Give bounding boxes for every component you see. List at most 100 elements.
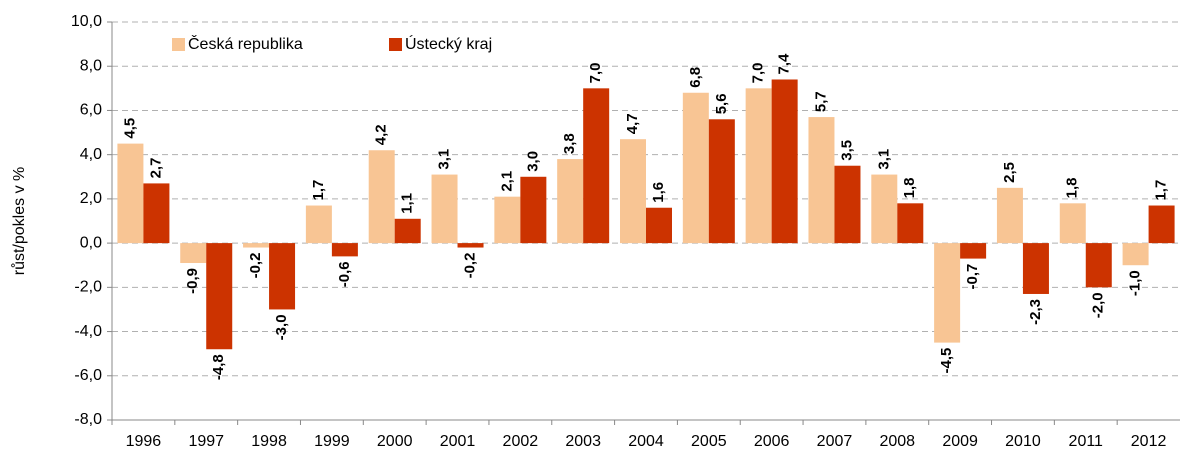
bar	[143, 183, 170, 244]
legend-label: Česká republika	[188, 34, 303, 53]
y-tick-label: 8,0	[80, 57, 102, 74]
x-tick-label: 1996	[126, 433, 162, 450]
bar	[368, 150, 395, 244]
y-tick-label: 10,0	[71, 13, 102, 30]
bar	[1122, 243, 1149, 266]
bar	[934, 243, 961, 343]
bar	[457, 243, 484, 248]
value-label: -3,0	[273, 314, 290, 340]
bar	[1059, 203, 1086, 244]
bar	[771, 79, 798, 244]
value-label: 1,7	[310, 180, 327, 201]
x-tick-label: 1998	[251, 433, 287, 450]
bar	[180, 243, 207, 264]
value-label: -0,7	[964, 264, 981, 290]
x-tick-label: 1999	[314, 433, 350, 450]
bar	[583, 88, 610, 244]
bar	[494, 196, 521, 244]
legend-label: Ústecký kraj	[405, 34, 492, 53]
bar	[682, 92, 709, 244]
value-label: -1,0	[1127, 270, 1144, 296]
bar	[117, 143, 144, 244]
y-tick-label: 6,0	[80, 102, 102, 119]
value-label: -0,9	[184, 268, 201, 294]
bar	[834, 165, 861, 244]
value-label: 6,8	[687, 67, 704, 88]
y-tick-label: -6,0	[74, 367, 102, 384]
x-tick-label: 2005	[691, 433, 727, 450]
x-tick-label: 2001	[440, 433, 476, 450]
bar	[996, 187, 1023, 244]
value-label: -2,0	[1090, 292, 1107, 318]
value-label: 4,2	[373, 124, 390, 145]
value-label: 7,0	[750, 62, 767, 83]
legend-swatch	[389, 38, 402, 51]
x-tick-label: 2004	[628, 433, 664, 450]
value-label: 2,5	[1001, 162, 1018, 183]
value-label: 7,0	[587, 62, 604, 83]
x-tick-label: 2003	[565, 433, 601, 450]
y-tick-label: -4,0	[74, 323, 102, 340]
value-label: 1,1	[399, 193, 416, 214]
legend-swatch	[172, 38, 185, 51]
bar	[897, 203, 924, 244]
value-label: 1,7	[1153, 180, 1170, 201]
value-label: 3,1	[435, 149, 452, 170]
value-label: 4,7	[624, 113, 641, 134]
bar	[269, 243, 296, 310]
x-tick-label: 2002	[503, 433, 539, 450]
x-tick-label: 2009	[942, 433, 978, 450]
y-tick-label: -8,0	[74, 411, 102, 428]
value-label: 3,8	[561, 133, 578, 154]
y-tick-label: -2,0	[74, 279, 102, 296]
bar	[431, 174, 458, 244]
value-label: 3,5	[838, 140, 855, 161]
x-tick-label: 1997	[188, 433, 224, 450]
value-label: 7,4	[776, 53, 793, 75]
bar	[1022, 243, 1049, 294]
bar	[708, 119, 735, 244]
value-label: -4,8	[210, 354, 227, 380]
bar	[206, 243, 233, 350]
value-label: -0,6	[336, 261, 353, 287]
y-tick-label: 4,0	[80, 146, 102, 163]
value-label: 5,7	[812, 91, 829, 112]
value-label: 3,1	[875, 149, 892, 170]
value-label: 4,5	[121, 118, 138, 139]
x-tick-label: 2000	[377, 433, 413, 450]
bar	[646, 207, 672, 244]
value-label: 1,6	[650, 182, 667, 203]
value-label: 2,1	[498, 171, 515, 192]
value-label: 1,8	[901, 177, 918, 198]
value-label: -4,5	[938, 348, 955, 374]
bar	[808, 117, 835, 244]
value-label: -2,3	[1027, 299, 1044, 325]
bar	[331, 243, 358, 257]
x-tick-label: 2007	[817, 433, 853, 450]
bar	[620, 139, 646, 244]
value-label: -0,2	[461, 253, 478, 279]
y-axis-label: růst/pokles v %	[10, 167, 28, 275]
bar	[871, 174, 898, 244]
bar	[243, 243, 270, 248]
x-tick-label: 2008	[879, 433, 915, 450]
bar	[557, 159, 584, 244]
y-tick-label: 2,0	[80, 190, 102, 207]
y-tick-label: 0,0	[80, 234, 102, 251]
value-label: 1,8	[1064, 177, 1081, 198]
x-tick-label: 2012	[1131, 433, 1167, 450]
value-label: 5,6	[713, 93, 730, 114]
bar	[520, 176, 547, 244]
bar	[394, 218, 421, 244]
bar	[745, 88, 772, 244]
bar	[1085, 243, 1112, 288]
bar	[960, 243, 987, 259]
value-label: -0,2	[247, 253, 264, 279]
x-tick-label: 2011	[1069, 433, 1104, 450]
bar	[1148, 205, 1175, 244]
x-tick-label: 2010	[1005, 433, 1041, 450]
x-tick-label: 2006	[754, 433, 790, 450]
value-label: 3,0	[524, 151, 541, 172]
value-label: 2,7	[147, 158, 164, 179]
